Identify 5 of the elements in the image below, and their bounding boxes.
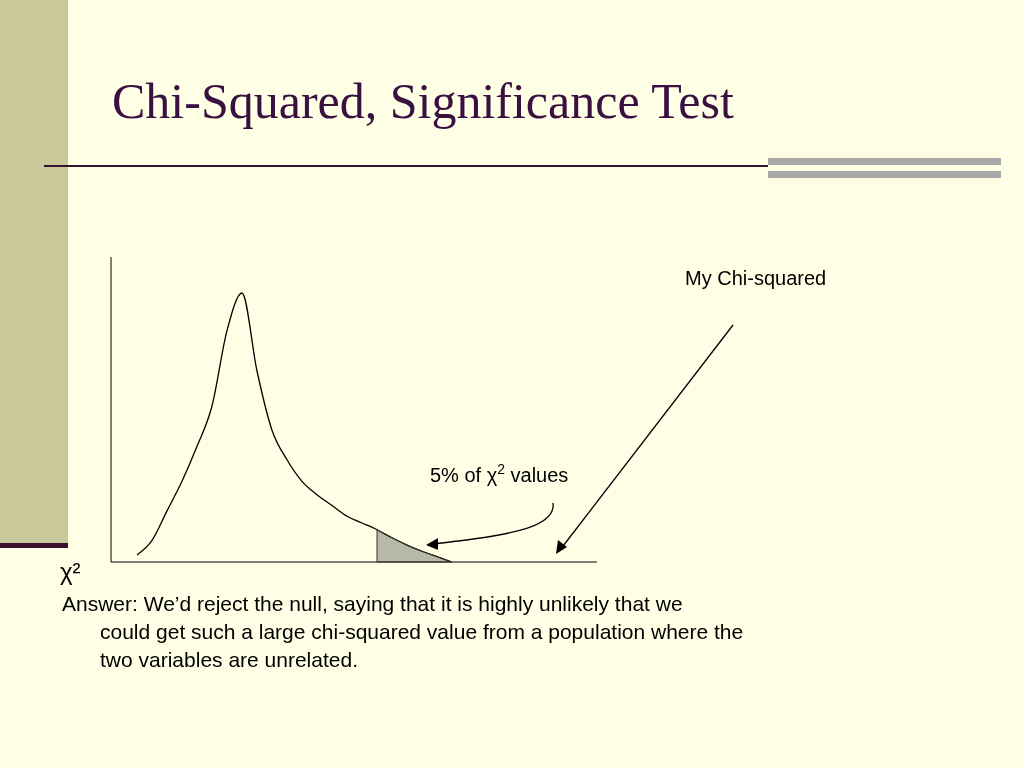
x-axis-title: χ² xyxy=(60,558,81,585)
chart-title: Chi-Squared, Significance Test xyxy=(112,73,734,129)
annotation: 5% of χ$^{2}$ values xyxy=(430,461,569,486)
text: My Chi-squared xyxy=(685,267,827,289)
text: Answer: We’d reject the null, saying that it is highly unlikely that we could get such a large chi-squared value from a population where the two variables are unrelated. xyxy=(62,592,744,671)
